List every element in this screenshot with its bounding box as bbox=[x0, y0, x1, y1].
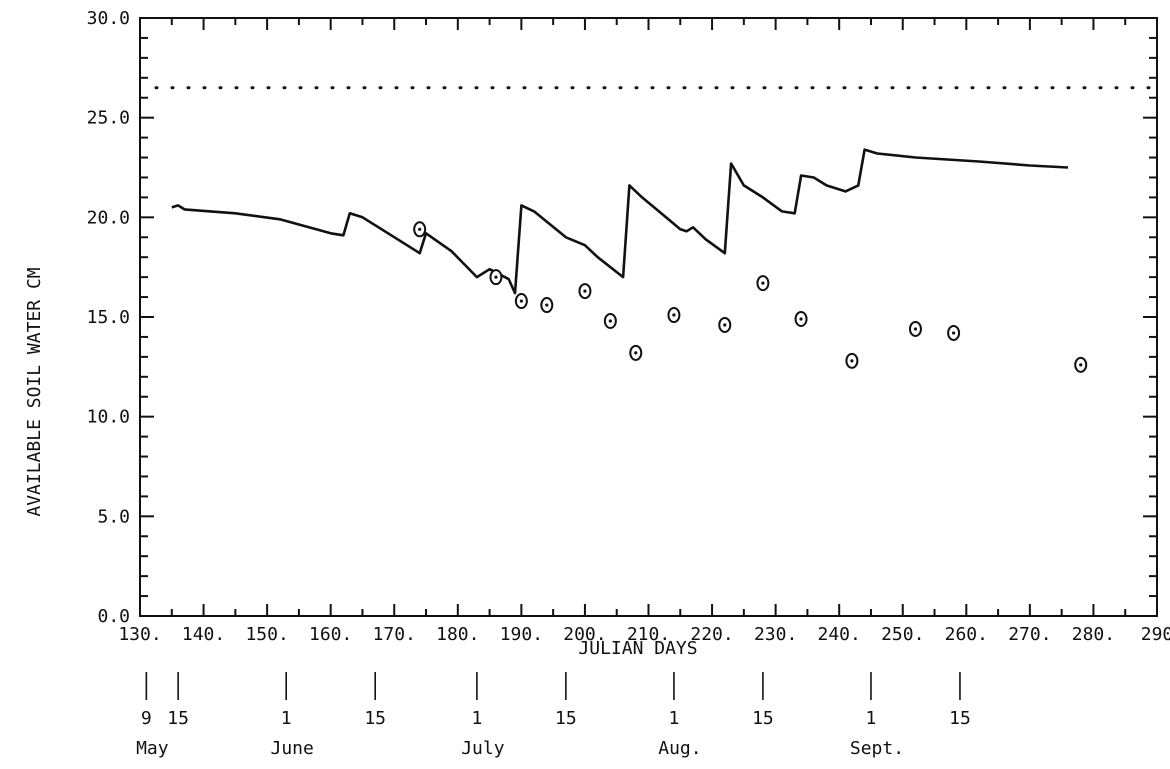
x-tick-label: 230. bbox=[754, 624, 797, 645]
date-marker-label: 1 bbox=[669, 708, 680, 729]
observed-point bbox=[794, 310, 808, 327]
x-tick-label: 220. bbox=[690, 624, 733, 645]
date-marker-label: 1 bbox=[866, 708, 877, 729]
observed-point-center bbox=[761, 281, 765, 285]
observed-point-center bbox=[634, 351, 638, 355]
y-tick-label: 20.0 bbox=[87, 207, 130, 228]
x-tick-label: 240. bbox=[818, 624, 861, 645]
observed-point-center bbox=[799, 317, 803, 321]
month-label: May bbox=[136, 738, 169, 759]
x-tick-label: 270. bbox=[1008, 624, 1051, 645]
x-tick-label: 180. bbox=[436, 624, 479, 645]
y-tick-label: 15.0 bbox=[87, 307, 130, 328]
y-tick-label: 25.0 bbox=[87, 108, 130, 129]
observed-point bbox=[845, 352, 859, 369]
y-tick-label: 5.0 bbox=[97, 506, 130, 527]
observed-point bbox=[603, 312, 617, 329]
x-tick-label: 250. bbox=[881, 624, 924, 645]
x-tick-label: 150. bbox=[245, 624, 288, 645]
x-tick-label: 200. bbox=[563, 624, 606, 645]
observed-point-center bbox=[913, 327, 918, 331]
observed-point bbox=[629, 344, 643, 361]
observed-point-center bbox=[519, 299, 523, 303]
observed-point bbox=[578, 283, 592, 300]
y-tick-label: 10.0 bbox=[87, 407, 130, 428]
observed-point-center bbox=[494, 275, 498, 279]
observed-point bbox=[1074, 356, 1088, 373]
observed-point-center bbox=[545, 303, 549, 307]
date-marker-label: 15 bbox=[555, 708, 577, 729]
y-tick-labels: 0.0 5.0 10.0 15.0 20.0 25.0 30.0 bbox=[87, 8, 130, 627]
x-tick-label: 260. bbox=[945, 624, 988, 645]
observed-point bbox=[908, 320, 922, 337]
date-marker-label: 9 bbox=[141, 708, 152, 729]
y-axis-label: AVAILABLE SOIL WATER CM bbox=[24, 267, 45, 516]
x-tick-label: 130. bbox=[118, 624, 161, 645]
observed-point bbox=[667, 307, 681, 324]
x-tick-label: 280. bbox=[1072, 624, 1115, 645]
date-marker-label: 1 bbox=[471, 708, 482, 729]
axis-ticks bbox=[139, 17, 1158, 617]
observed-point bbox=[413, 221, 427, 238]
observed-point bbox=[756, 275, 770, 292]
x-tick-label: 140. bbox=[182, 624, 225, 645]
x-tick-label: 190. bbox=[500, 624, 543, 645]
observed-point-center bbox=[723, 323, 727, 327]
date-marker-label: 15 bbox=[949, 708, 971, 729]
date-marker-label: 15 bbox=[167, 708, 189, 729]
date-marker-label: 15 bbox=[752, 708, 774, 729]
month-label: June bbox=[271, 738, 314, 759]
observed-point bbox=[947, 324, 961, 341]
simulated-water-series bbox=[171, 148, 1069, 295]
observed-point bbox=[514, 293, 528, 310]
observed-point-center bbox=[850, 359, 854, 363]
observed-point bbox=[718, 316, 732, 333]
plot-frame bbox=[139, 17, 1158, 617]
x-tick-label: 170. bbox=[373, 624, 416, 645]
observed-point-center bbox=[583, 289, 587, 293]
month-label: July bbox=[461, 738, 505, 759]
simulated-water-line bbox=[171, 148, 1069, 295]
date-marker-label: 15 bbox=[364, 708, 386, 729]
observed-point-center bbox=[672, 313, 676, 317]
x-tick-label: 160. bbox=[309, 624, 352, 645]
y-tick-label: 0.0 bbox=[97, 606, 130, 627]
observed-water-series bbox=[413, 221, 1088, 373]
month-label: Sept. bbox=[850, 738, 904, 759]
month-label: Aug. bbox=[658, 738, 701, 759]
observed-point bbox=[489, 269, 503, 286]
observed-point-center bbox=[952, 331, 956, 335]
x-axis-label: JULIAN DAYS bbox=[578, 638, 697, 659]
observed-point-center bbox=[608, 319, 612, 323]
calendar-date-markers: 9 May 15 1 June 15 1 July 15 1 Aug. 15 1 Sept. 15 bbox=[136, 672, 971, 759]
x-tick-label: 210. bbox=[627, 624, 670, 645]
observed-point bbox=[540, 297, 554, 314]
x-tick-label: 290 bbox=[1141, 624, 1170, 645]
date-marker-label: 1 bbox=[281, 708, 292, 729]
observed-point-center bbox=[1079, 363, 1083, 367]
x-tick-labels: 130. 140. 150. 160. 170. 180. 190. 200. 210. 220.… bbox=[118, 624, 1170, 645]
observed-point-center bbox=[418, 227, 422, 231]
y-tick-label: 30.0 bbox=[87, 8, 130, 29]
